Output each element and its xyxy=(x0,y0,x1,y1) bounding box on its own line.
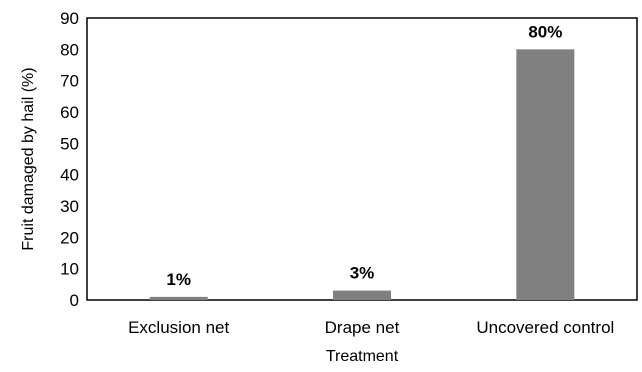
y-tick-label: 80 xyxy=(60,40,79,59)
y-tick-label: 50 xyxy=(60,134,79,153)
y-axis-title: Fruit damaged by hail (%) xyxy=(20,67,37,250)
y-tick-label: 20 xyxy=(60,228,79,247)
y-tick-label: 30 xyxy=(60,197,79,216)
bar xyxy=(149,296,208,300)
x-axis-categories: Exclusion net Drape net Uncovered control xyxy=(128,318,614,337)
bars xyxy=(149,49,575,301)
y-tick-label: 60 xyxy=(60,103,79,122)
data-labels: 1% 3% 80% xyxy=(166,22,562,289)
x-category-label: Drape net xyxy=(325,318,400,337)
data-label: 3% xyxy=(350,264,375,283)
data-label: 1% xyxy=(166,270,191,289)
y-axis-ticks: 0 10 20 30 40 50 60 70 80 90 xyxy=(60,9,79,310)
y-tick-label: 40 xyxy=(60,166,79,185)
bar xyxy=(333,290,391,300)
x-category-label: Exclusion net xyxy=(128,318,229,337)
x-category-label: Uncovered control xyxy=(476,318,614,337)
bar xyxy=(516,49,575,301)
y-tick-label: 70 xyxy=(60,72,79,91)
x-axis-title: Treatment xyxy=(326,348,399,365)
y-tick-label: 90 xyxy=(60,9,79,28)
y-tick-label: 10 xyxy=(60,260,79,279)
data-label: 80% xyxy=(528,22,562,41)
y-tick-label: 0 xyxy=(70,291,79,310)
